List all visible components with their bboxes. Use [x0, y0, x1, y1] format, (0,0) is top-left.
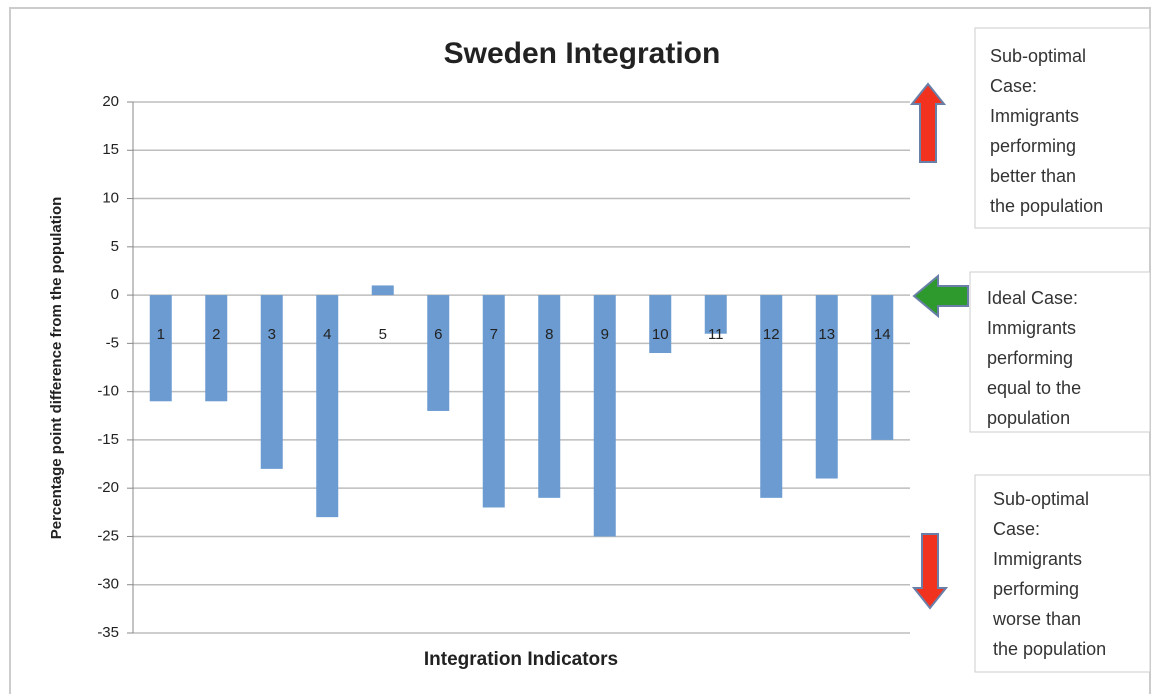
y-tick-label: -35: [97, 624, 119, 641]
annotation-line: Immigrants: [987, 318, 1076, 338]
x-axis-label: Integration Indicators: [424, 649, 618, 670]
bar: [538, 295, 561, 498]
y-tick-label: 0: [111, 286, 119, 303]
down-arrow: [911, 533, 949, 610]
annotation-line: Immigrants: [990, 106, 1079, 126]
bar: [205, 295, 228, 402]
y-axis-label: Percentage point difference from the pop…: [48, 197, 65, 540]
y-tick-label: -10: [97, 383, 119, 400]
annotation-line: population: [987, 408, 1070, 428]
up-arrow: [909, 82, 947, 163]
annotation-line: performing: [993, 579, 1079, 599]
annotation-line: Ideal Case:: [987, 288, 1078, 308]
x-tick-label: 4: [323, 326, 331, 343]
x-tick-label: 8: [545, 326, 553, 343]
x-tick-label: 5: [379, 326, 387, 343]
bar: [760, 295, 783, 498]
y-tick-label: 10: [102, 190, 119, 207]
bar: [149, 295, 172, 402]
x-tick-label: 11: [708, 326, 724, 343]
annotation-line: equal to the: [987, 378, 1081, 398]
annotation-line: Immigrants: [993, 549, 1082, 569]
x-tick-label: 1: [157, 326, 165, 343]
y-tick-label: -25: [97, 527, 119, 544]
chart-title: Sweden Integration: [444, 37, 721, 70]
left-arrow: [912, 273, 969, 319]
annotation-line: better than: [990, 166, 1076, 186]
annotation-line: performing: [990, 136, 1076, 156]
x-tick-label: 6: [434, 326, 442, 343]
note-box: [974, 474, 1151, 673]
x-tick-label: 9: [601, 326, 609, 343]
annotation-line: Case:: [993, 519, 1040, 539]
x-tick-label: 7: [490, 326, 498, 343]
note-box: [969, 271, 1151, 433]
bar: [427, 295, 450, 411]
y-tick-label: -20: [97, 479, 119, 496]
annotation-line: the population: [990, 196, 1103, 216]
y-tick-label: -30: [97, 576, 119, 593]
y-tick-label: 5: [111, 238, 119, 255]
x-tick-label: 10: [652, 326, 669, 343]
bar: [649, 295, 672, 354]
bar: [704, 295, 727, 334]
x-tick-label: 2: [212, 326, 220, 343]
y-tick-label: 15: [102, 141, 119, 158]
y-tick-label: -5: [106, 334, 119, 351]
x-tick-label: 12: [763, 326, 780, 343]
bar: [371, 285, 394, 296]
annotation-line: Case:: [990, 76, 1037, 96]
y-tick-label: -15: [97, 431, 119, 448]
note-box: [974, 27, 1151, 229]
y-tick-label: 20: [102, 93, 119, 110]
bar: [316, 295, 339, 518]
x-tick-label: 14: [874, 326, 891, 343]
bar: [815, 295, 838, 479]
annotation-line: Sub-optimal: [990, 46, 1086, 66]
x-tick-label: 3: [268, 326, 276, 343]
bar: [593, 295, 616, 537]
annotation-line: performing: [987, 348, 1073, 368]
bar: [260, 295, 283, 469]
bar: [871, 295, 894, 440]
annotation-line: the population: [993, 639, 1106, 659]
bar: [482, 295, 505, 508]
annotation-line: Sub-optimal: [993, 489, 1089, 509]
annotation-line: worse than: [992, 609, 1081, 629]
x-tick-label: 13: [818, 326, 835, 343]
